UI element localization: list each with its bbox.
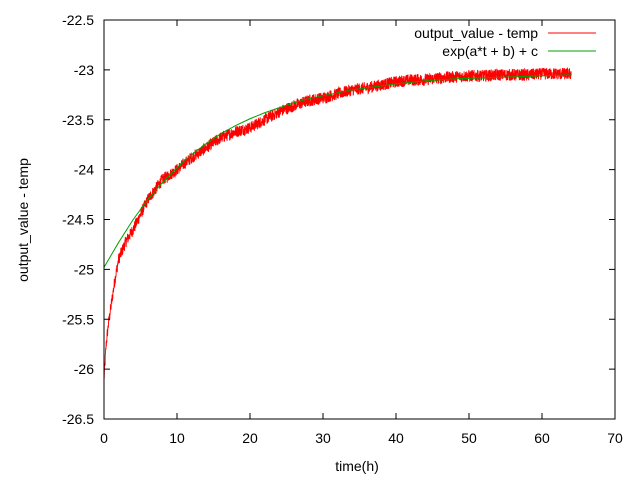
y-tick-label: -26.5 — [62, 411, 94, 427]
x-axis-label: time(h) — [335, 458, 379, 474]
legend-label-2: exp(a*t + b) + c — [442, 43, 538, 59]
y-tick-label: -24.5 — [62, 212, 94, 228]
y-tick-label: -22.5 — [62, 12, 94, 28]
x-tick-label: 20 — [242, 430, 258, 446]
x-tick-label: 50 — [461, 430, 477, 446]
y-tick-label: -25.5 — [62, 311, 94, 327]
y-tick-label: -23.5 — [62, 112, 94, 128]
x-tick-label: 30 — [315, 430, 331, 446]
legend-label-1: output_value - temp — [414, 25, 538, 41]
x-tick-label: 0 — [100, 430, 108, 446]
x-tick-label: 40 — [388, 430, 404, 446]
series-line-2 — [103, 74, 572, 268]
y-tick-label: -24 — [74, 162, 94, 178]
y-axis-label: output_value - temp — [15, 158, 31, 282]
legend: output_value - temp exp(a*t + b) + c — [414, 25, 596, 59]
x-tick-label: 70 — [607, 430, 623, 446]
ticks-layer: 0 10 20 30 40 50 60 70 -26.5 -26 -25.5 -25 -24.5 -24 -… — [62, 12, 623, 446]
y-tick-label: -26 — [74, 361, 94, 377]
series-line-1 — [103, 67, 572, 379]
x-tick-label: 60 — [534, 430, 550, 446]
x-tick-label: 10 — [169, 430, 185, 446]
y-tick-label: -25 — [74, 261, 94, 277]
y-tick-label: -23 — [74, 62, 94, 78]
plot-layer — [103, 67, 572, 379]
